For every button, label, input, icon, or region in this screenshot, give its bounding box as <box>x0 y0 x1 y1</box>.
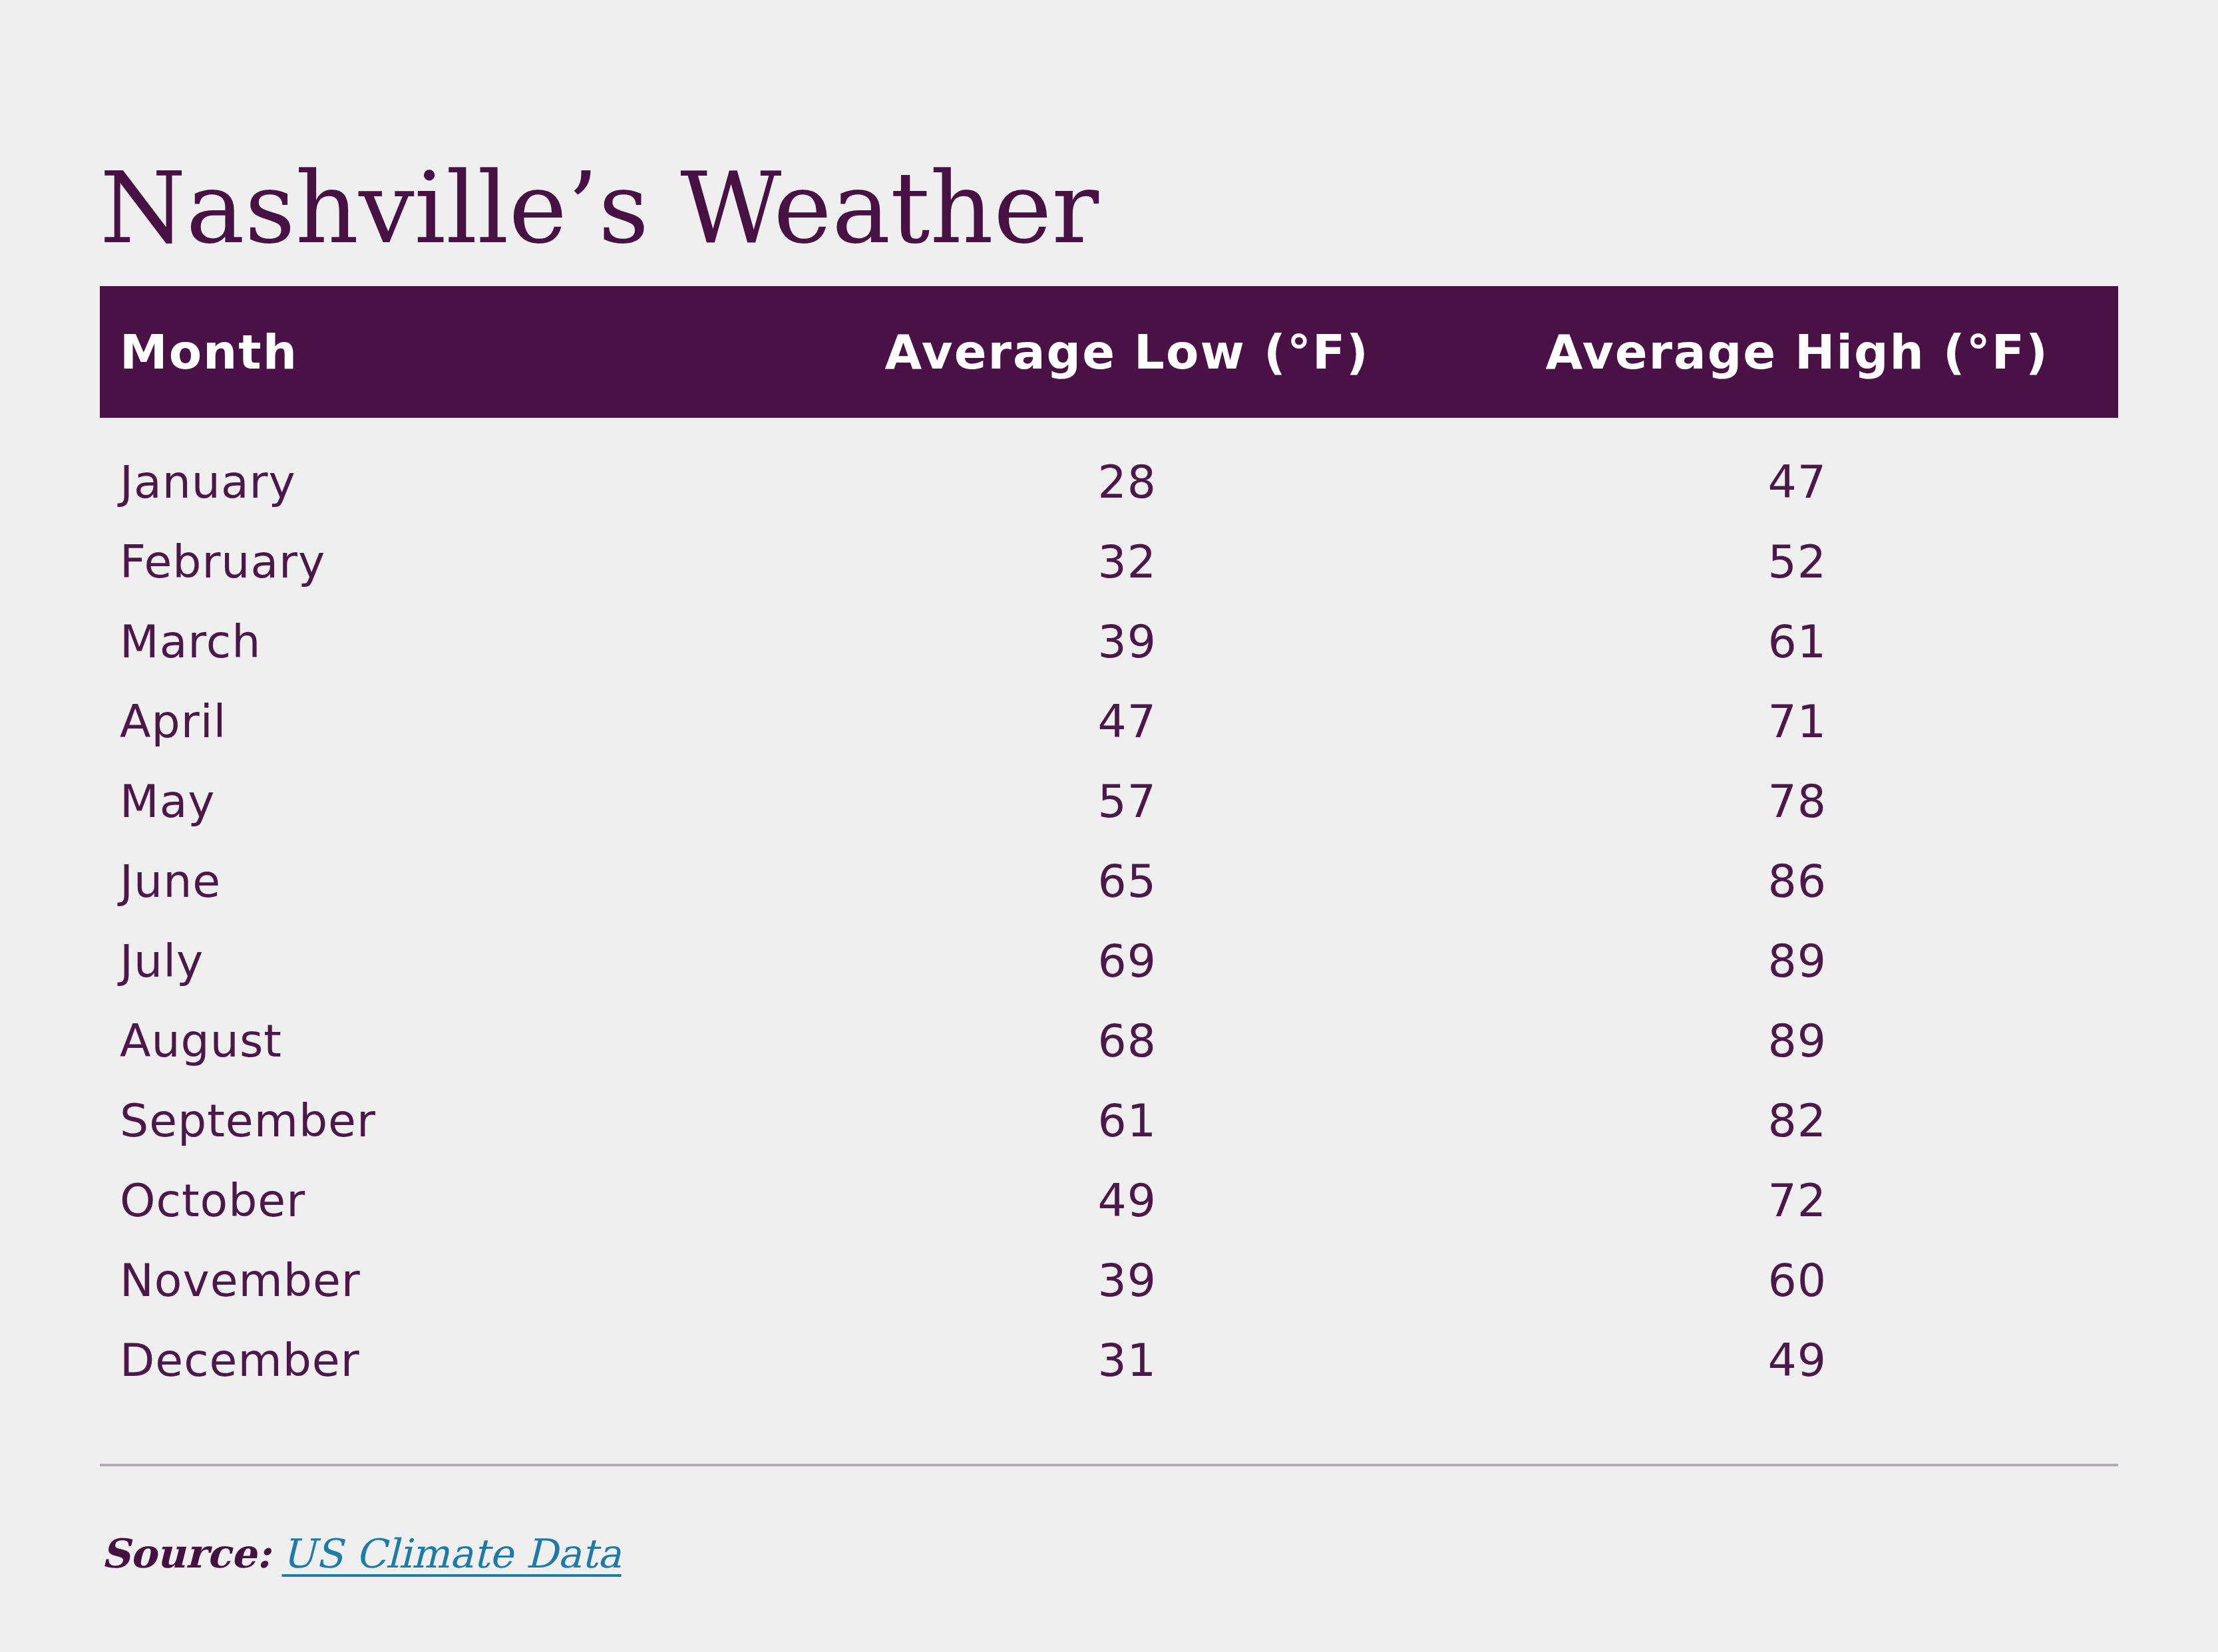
month-cell: February <box>100 522 778 601</box>
table-row: September 61 82 <box>100 1080 2118 1160</box>
month-cell: October <box>100 1160 778 1240</box>
weather-table: Month Average Low (°F) Average High (°F)… <box>100 286 2118 1400</box>
month-cell: January <box>100 442 778 522</box>
month-cell: November <box>100 1240 778 1320</box>
month-cell: September <box>100 1080 778 1160</box>
table-row: July 69 89 <box>100 921 2118 1001</box>
high-cell: 89 <box>1476 921 2118 1001</box>
column-header-average-low: Average Low (°F) <box>778 286 1476 418</box>
low-cell: 57 <box>778 761 1476 841</box>
low-cell: 32 <box>778 522 1476 601</box>
page-title: Nashville’s Weather <box>100 159 1099 257</box>
high-cell: 60 <box>1476 1240 2118 1320</box>
month-cell: May <box>100 761 778 841</box>
high-cell: 82 <box>1476 1080 2118 1160</box>
month-cell: June <box>100 841 778 921</box>
low-cell: 28 <box>778 442 1476 522</box>
low-cell: 49 <box>778 1160 1476 1240</box>
month-cell: December <box>100 1320 778 1400</box>
high-cell: 86 <box>1476 841 2118 921</box>
month-cell: July <box>100 921 778 1001</box>
table-row: October 49 72 <box>100 1160 2118 1240</box>
source-line: Source:US Climate Data <box>101 1533 622 1574</box>
table-row: December 31 49 <box>100 1320 2118 1400</box>
table-row: May 57 78 <box>100 761 2118 841</box>
high-cell: 72 <box>1476 1160 2118 1240</box>
low-cell: 61 <box>778 1080 1476 1160</box>
table-row: January 28 47 <box>100 442 2118 522</box>
month-cell: August <box>100 1001 778 1080</box>
table-row: November 39 60 <box>100 1240 2118 1320</box>
table-row: August 68 89 <box>100 1001 2118 1080</box>
high-cell: 71 <box>1476 681 2118 761</box>
source-link[interactable]: US Climate Data <box>281 1530 621 1577</box>
column-header-month: Month <box>100 286 778 418</box>
spacer <box>100 418 2118 442</box>
high-cell: 78 <box>1476 761 2118 841</box>
high-cell: 52 <box>1476 522 2118 601</box>
column-header-average-high: Average High (°F) <box>1476 286 2118 418</box>
table-header-row: Month Average Low (°F) Average High (°F) <box>100 286 2118 418</box>
low-cell: 31 <box>778 1320 1476 1400</box>
low-cell: 39 <box>778 1240 1476 1320</box>
infographic-canvas: { "page": { "title": "Nashville’s Weathe… <box>0 0 2218 1652</box>
divider-line <box>100 1464 2118 1466</box>
low-cell: 39 <box>778 601 1476 681</box>
month-cell: March <box>100 601 778 681</box>
source-label: Source: <box>101 1530 271 1577</box>
month-cell: April <box>100 681 778 761</box>
high-cell: 89 <box>1476 1001 2118 1080</box>
low-cell: 69 <box>778 921 1476 1001</box>
high-cell: 61 <box>1476 601 2118 681</box>
low-cell: 68 <box>778 1001 1476 1080</box>
table-row: March 39 61 <box>100 601 2118 681</box>
high-cell: 47 <box>1476 442 2118 522</box>
table-row: June 65 86 <box>100 841 2118 921</box>
low-cell: 47 <box>778 681 1476 761</box>
table-row: April 47 71 <box>100 681 2118 761</box>
table-row: February 32 52 <box>100 522 2118 601</box>
high-cell: 49 <box>1476 1320 2118 1400</box>
low-cell: 65 <box>778 841 1476 921</box>
